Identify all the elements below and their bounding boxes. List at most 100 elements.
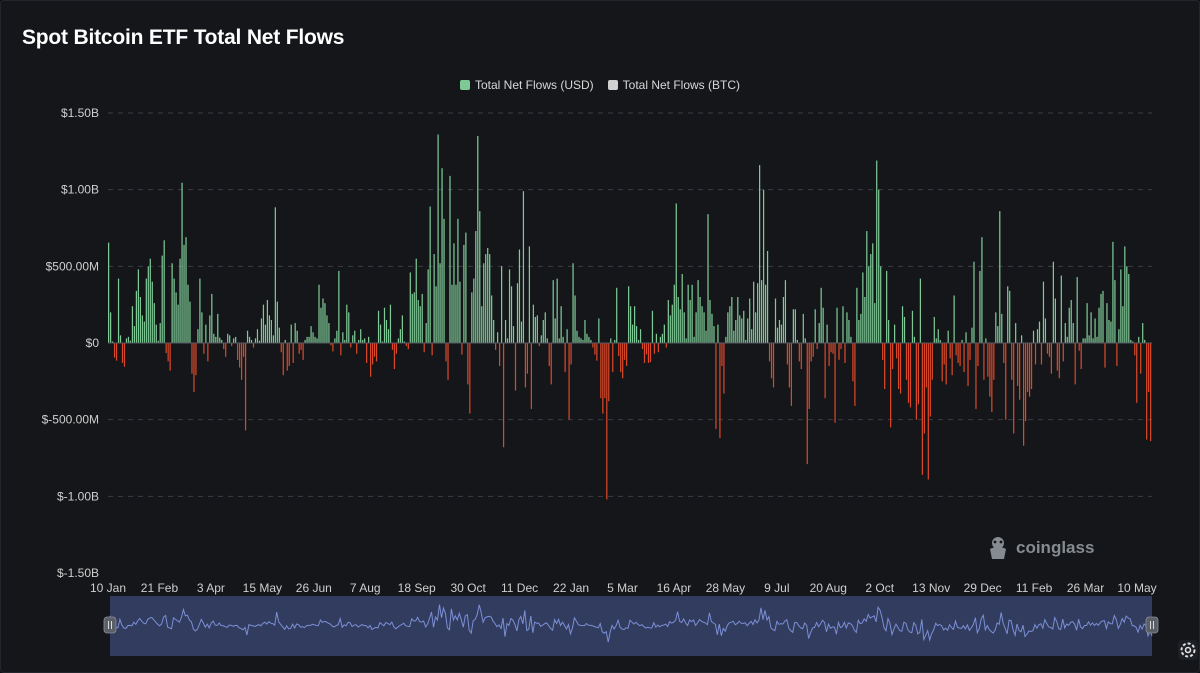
chart-bar: [500, 266, 503, 343]
chart-bar: [568, 343, 570, 420]
chart-bar: [1054, 298, 1056, 343]
chart-bar: [1021, 335, 1023, 343]
x-tick-label: 9 Jul: [764, 581, 789, 595]
chart-bar: [165, 343, 167, 353]
x-tick-label: 2 Oct: [865, 581, 894, 595]
chart-bar: [477, 136, 479, 343]
chart-bar: [830, 343, 832, 353]
chart-bar: [1052, 261, 1054, 343]
chart-bar: [888, 320, 890, 343]
chart-bar: [761, 280, 763, 343]
chart-bar: [425, 323, 427, 343]
chart-bar: [189, 301, 191, 343]
chart-bar: [1068, 307, 1070, 343]
chart-bar: [310, 326, 312, 343]
chart-bar: [1026, 343, 1029, 393]
chart-bar: [403, 341, 405, 343]
chart-bar: [588, 336, 590, 343]
x-tick-label: 22 Jan: [553, 581, 589, 595]
chart-bar: [695, 312, 697, 343]
chart-bar: [1142, 323, 1144, 343]
chart-bar: [393, 343, 396, 370]
chart-bar: [608, 343, 610, 402]
chart-bar: [1100, 293, 1102, 343]
chart-bar: [497, 332, 499, 343]
chart-bar: [352, 335, 354, 343]
chart-bar: [961, 339, 963, 343]
chart-bar: [524, 343, 527, 388]
legend-item-btc[interactable]: Total Net Flows (BTC): [607, 78, 740, 92]
chart-bar: [884, 343, 886, 389]
chart-bar: [149, 258, 151, 343]
chart-bar: [145, 278, 147, 343]
chart-bar: [177, 304, 179, 343]
chart-bar: [493, 320, 495, 343]
chart-bar: [491, 295, 493, 343]
chart-bar: [173, 278, 175, 343]
chart-bar: [1130, 339, 1132, 343]
navigator-handle-right[interactable]: [1145, 616, 1159, 634]
chart-bar: [909, 343, 912, 408]
chart-bar: [1094, 318, 1096, 343]
chart-bar: [1024, 343, 1027, 422]
chart-bar: [721, 343, 723, 366]
chart-bar: [387, 329, 390, 343]
chart-bar: [302, 343, 304, 360]
settings-button[interactable]: [1178, 640, 1198, 660]
chart-bar: [862, 272, 864, 343]
chart-bar: [858, 320, 860, 343]
chart-bar: [669, 315, 671, 343]
chart-bar: [901, 306, 904, 343]
chart-bar: [324, 303, 326, 343]
chart-bar: [999, 211, 1001, 343]
chart-bar: [975, 343, 977, 409]
chart-bar: [536, 315, 538, 343]
chart-bar: [1064, 323, 1066, 343]
chart-bar: [258, 340, 261, 343]
chart-bar: [933, 316, 935, 343]
chart-bar: [1022, 343, 1025, 446]
chart-bar: [570, 343, 572, 365]
chart-bar: [223, 343, 225, 350]
chart-bar: [235, 336, 237, 343]
chart-bar: [290, 324, 292, 343]
navigator-handle-left[interactable]: [103, 616, 117, 634]
chart-bar: [870, 254, 872, 343]
chart-bar: [1044, 318, 1047, 343]
chart-bar: [951, 343, 953, 376]
chart-bar: [596, 343, 598, 361]
chart-bar: [274, 207, 276, 343]
chart-bar: [979, 270, 981, 343]
chart-bar: [826, 324, 828, 343]
chart-bar: [639, 329, 642, 343]
chart-bar: [610, 338, 612, 343]
x-tick-label: 29 Dec: [964, 581, 1002, 595]
chart-bar: [1048, 343, 1051, 357]
chart-bar: [483, 263, 485, 343]
x-tick-label: 26 Jun: [296, 581, 332, 595]
legend-item-usd[interactable]: Total Net Flows (USD): [459, 78, 594, 92]
chart-bar: [244, 343, 247, 431]
chart-bar: [151, 281, 153, 343]
chart-bar: [691, 284, 693, 343]
chart-bar: [735, 320, 737, 343]
chart-bar: [987, 343, 989, 377]
chart-bar: [590, 339, 592, 343]
chart-bar: [407, 343, 409, 350]
chart-bar: [197, 329, 199, 343]
chart-bar: [227, 333, 229, 343]
chart-bar: [314, 336, 316, 343]
chart-bar: [548, 343, 550, 366]
chart-bar: [983, 343, 985, 380]
chart-bar: [405, 343, 407, 347]
chart-bar: [828, 343, 830, 366]
chart-bar: [618, 343, 620, 357]
chart-bar: [1124, 246, 1126, 343]
chart-bar: [246, 330, 249, 343]
chart-bar: [256, 329, 259, 343]
chart-bar: [338, 270, 340, 343]
chart-bar: [113, 343, 116, 358]
chart-bar: [1120, 269, 1122, 343]
chart-bar: [840, 343, 842, 350]
chart-bar: [429, 206, 431, 343]
